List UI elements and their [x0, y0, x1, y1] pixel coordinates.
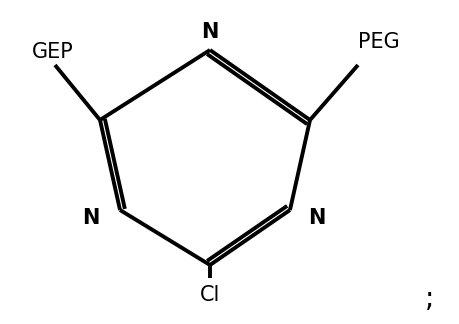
Text: N: N	[202, 22, 218, 42]
Text: GEP: GEP	[32, 42, 74, 62]
Text: N: N	[83, 208, 100, 228]
Text: PEG: PEG	[358, 32, 400, 52]
Text: Cl: Cl	[200, 285, 220, 305]
Text: N: N	[308, 208, 325, 228]
Text: ;: ;	[425, 285, 435, 313]
